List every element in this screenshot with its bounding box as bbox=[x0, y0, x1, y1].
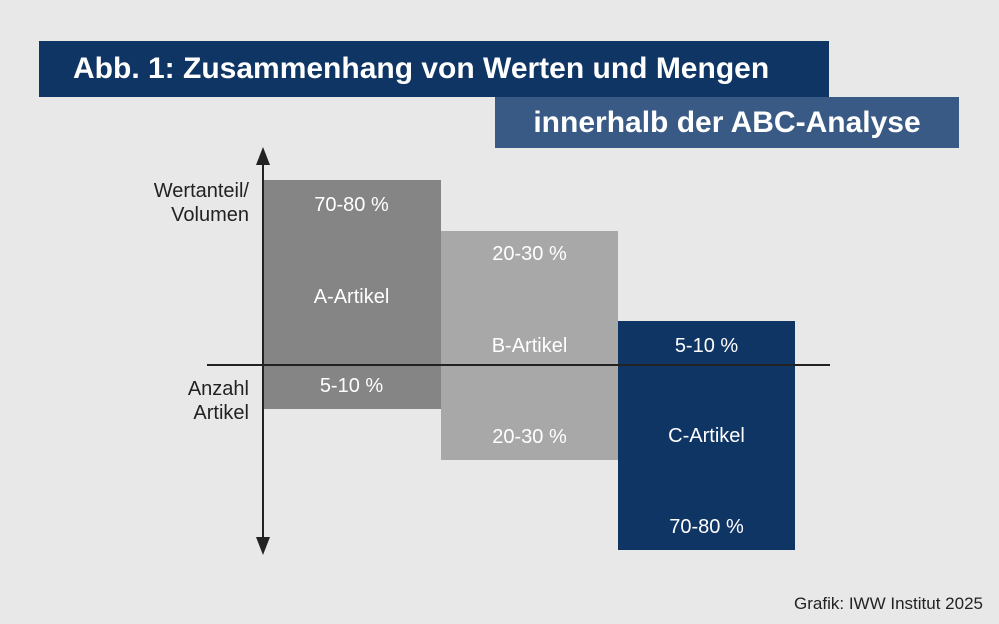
title-line-1: Abb. 1: Zusammenhang von Werten und Meng… bbox=[39, 41, 829, 97]
a-value-share: 70-80 % bbox=[314, 194, 389, 216]
c-quantity-share: 70-80 % bbox=[669, 516, 744, 538]
axis-label-value: Wertanteil/ Volumen bbox=[153, 180, 249, 226]
arrow-down-icon bbox=[256, 537, 270, 555]
axis-label-quantity: Anzahl Artikel bbox=[187, 378, 249, 424]
c-value-share: 5-10 % bbox=[674, 335, 739, 357]
credit: Grafik: IWW Institut 2025 bbox=[794, 594, 983, 613]
box-c-artikel bbox=[618, 321, 795, 550]
b-quantity-share: 20-30 % bbox=[492, 426, 567, 448]
arrow-up-icon bbox=[256, 147, 270, 165]
box-a-artikel bbox=[263, 180, 441, 409]
b-category-name: B-Artikel bbox=[491, 335, 568, 357]
a-category-name: A-Artikel bbox=[313, 286, 390, 308]
c-category-name: C-Artikel bbox=[668, 425, 745, 447]
title-line-2: innerhalb der ABC-Analyse bbox=[495, 97, 959, 148]
box-b-artikel bbox=[441, 231, 618, 460]
b-value-share: 20-30 % bbox=[492, 243, 567, 265]
a-quantity-share: 5-10 % bbox=[319, 375, 384, 397]
